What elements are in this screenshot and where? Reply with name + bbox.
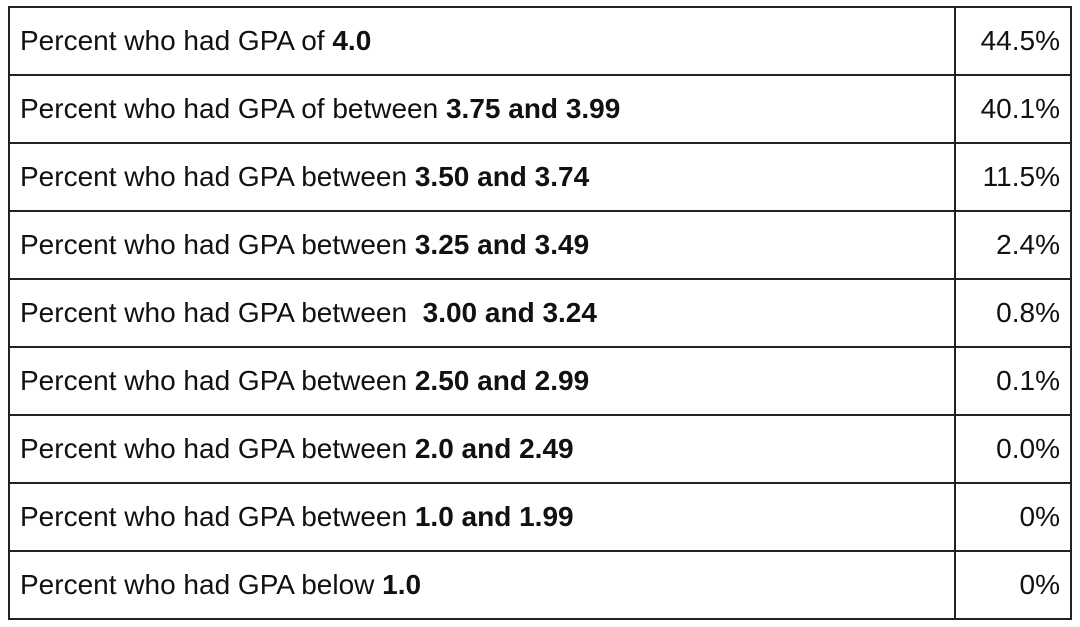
label-text: Percent who had GPA between [20, 433, 415, 464]
value-cell: 11.5% [954, 142, 1072, 212]
label-text: Percent who had GPA between [20, 365, 415, 396]
value-cell: 0% [954, 482, 1072, 552]
table-row: Percent who had GPA between 2.50 and 2.9… [8, 346, 1072, 416]
value-cell: 0.0% [954, 414, 1072, 484]
label-bold: 4.0 [332, 25, 372, 56]
table-row: Percent who had GPA between 3.25 and 3.4… [8, 210, 1072, 280]
label-cell: Percent who had GPA between 3.25 and 3.4… [8, 210, 956, 280]
gpa-table: Percent who had GPA of 4.0 44.5% Percent w… [8, 6, 1072, 620]
table-row: Percent who had GPA between 1.0 and 1.99… [8, 482, 1072, 552]
label-bold: 3.25 and 3.49 [414, 229, 590, 260]
table-row: Percent who had GPA between 3.50 and 3.7… [8, 142, 1072, 212]
label-text: Percent who had GPA between [20, 229, 415, 260]
label-bold: 2.50 and 2.99 [414, 365, 590, 396]
value-cell: 40.1% [954, 74, 1072, 144]
label-text: Percent who had GPA of [20, 25, 333, 56]
label-bold: 3.75 and 3.99 [445, 93, 621, 124]
table-row: Percent who had GPA of 4.0 44.5% [8, 6, 1072, 76]
label-bold: 2.0 and 2.49 [414, 433, 574, 464]
label-bold: 3.50 and 3.74 [414, 161, 590, 192]
table-body: Percent who had GPA of 4.0 44.5% Percent w… [8, 6, 1072, 620]
table-row: Percent who had GPA between 3.00 and 3.2… [8, 278, 1072, 348]
value-cell: 0.8% [954, 278, 1072, 348]
value-cell: 44.5% [954, 6, 1072, 76]
table-row: Percent who had GPA below 1.0 0% [8, 550, 1072, 620]
label-text: Percent who had GPA below [20, 569, 383, 600]
value-cell: 2.4% [954, 210, 1072, 280]
label-bold: 1.0 [382, 569, 422, 600]
label-cell: Percent who had GPA between 3.50 and 3.7… [8, 142, 956, 212]
label-cell: Percent who had GPA between 2.50 and 2.9… [8, 346, 956, 416]
label-cell: Percent who had GPA between 2.0 and 2.49 [8, 414, 956, 484]
table-row: Percent who had GPA between 2.0 and 2.49… [8, 414, 1072, 484]
label-text: Percent who had GPA between [20, 161, 415, 192]
label-cell: Percent who had GPA of between 3.75 and … [8, 74, 956, 144]
table-row: Percent who had GPA of between 3.75 and … [8, 74, 1072, 144]
label-cell: Percent who had GPA between 3.00 and 3.2… [8, 278, 956, 348]
label-cell: Percent who had GPA of 4.0 [8, 6, 956, 76]
label-text: Percent who had GPA between [20, 501, 415, 532]
value-cell: 0% [954, 550, 1072, 620]
label-text: Percent who had GPA of between [20, 93, 446, 124]
label-cell: Percent who had GPA between 1.0 and 1.99 [8, 482, 956, 552]
label-cell: Percent who had GPA below 1.0 [8, 550, 956, 620]
label-bold: 1.0 and 1.99 [414, 501, 574, 532]
value-cell: 0.1% [954, 346, 1072, 416]
label-bold: 3.00 and 3.24 [422, 297, 597, 328]
label-text: Percent who had GPA between [20, 297, 423, 328]
